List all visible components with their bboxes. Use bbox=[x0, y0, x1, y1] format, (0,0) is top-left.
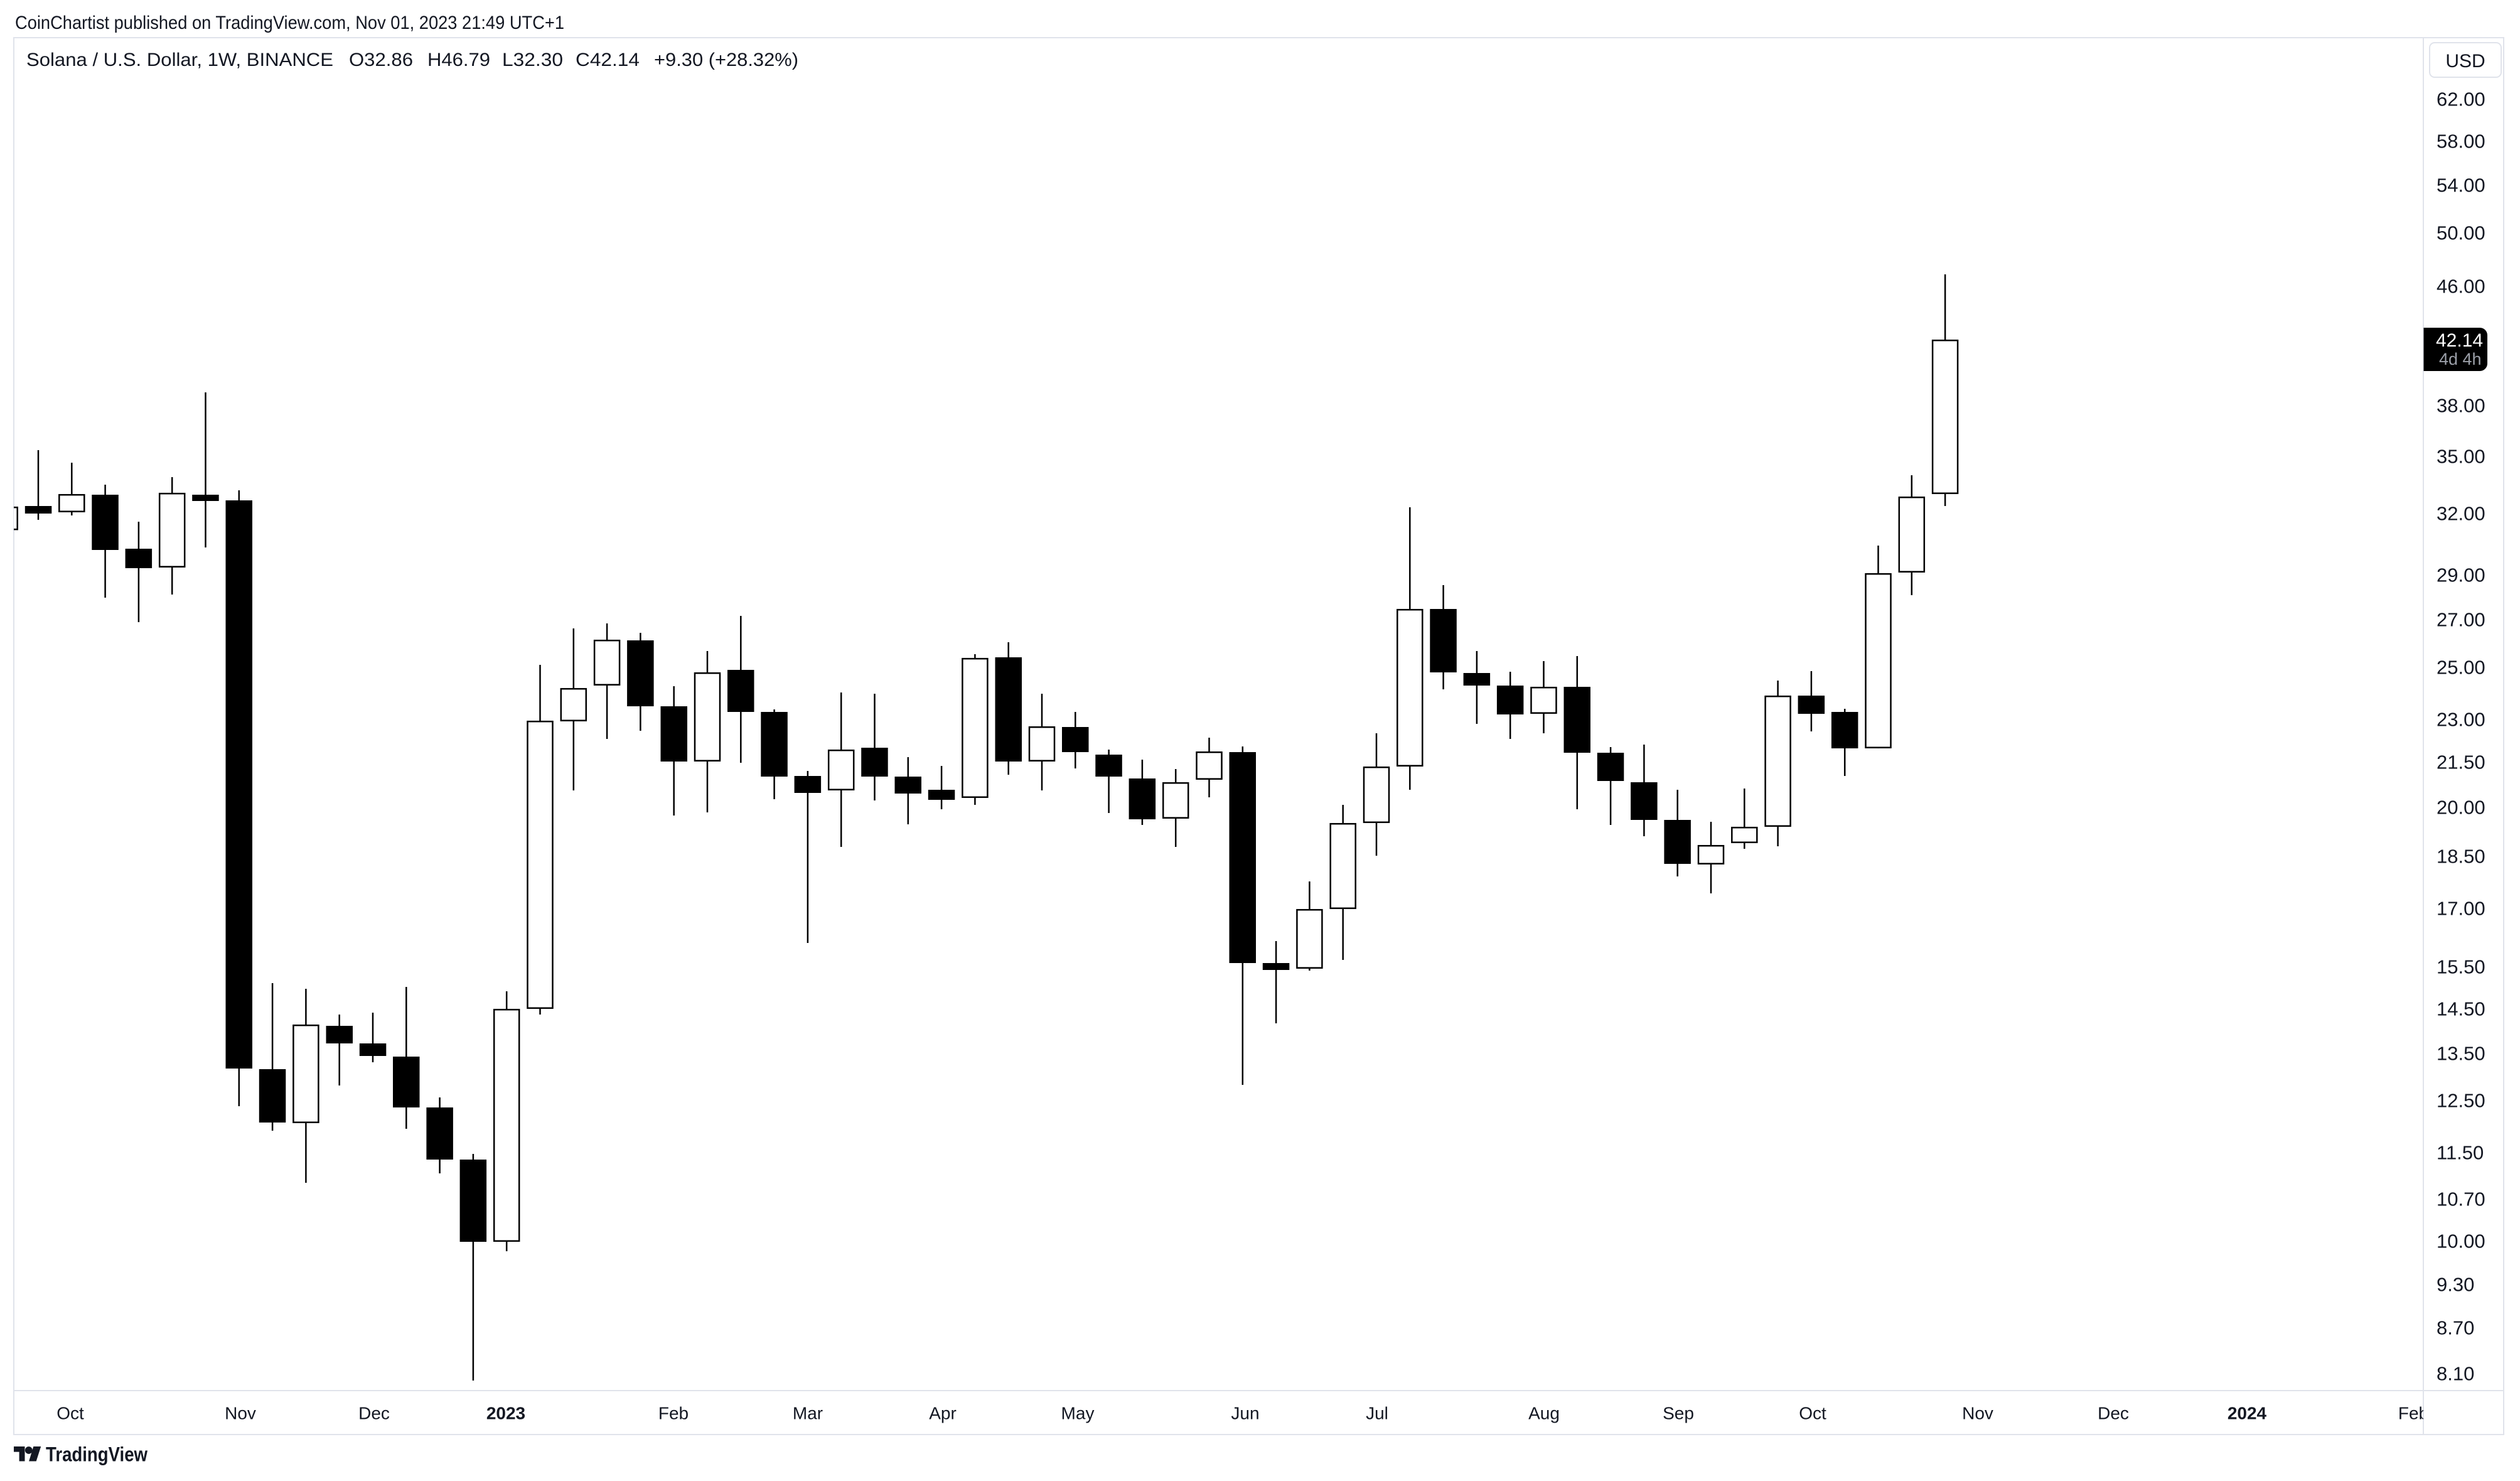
svg-text:L32.30: L32.30 bbox=[502, 50, 563, 70]
svg-text:Oct: Oct bbox=[56, 1404, 84, 1423]
svg-text:USD: USD bbox=[2445, 51, 2485, 72]
svg-text:8.70: 8.70 bbox=[2437, 1317, 2474, 1338]
svg-text:54.00: 54.00 bbox=[2437, 174, 2485, 196]
svg-text:14.50: 14.50 bbox=[2437, 998, 2485, 1020]
svg-text:2024: 2024 bbox=[2228, 1404, 2267, 1423]
svg-text:12.50: 12.50 bbox=[2437, 1089, 2485, 1111]
svg-text:11.50: 11.50 bbox=[2437, 1141, 2484, 1163]
svg-text:CoinChartist published on Trad: CoinChartist published on TradingView.co… bbox=[15, 13, 564, 33]
svg-text:Jul: Jul bbox=[1366, 1404, 1388, 1423]
svg-text:42.14: 42.14 bbox=[2436, 330, 2483, 351]
svg-text:Aug: Aug bbox=[1528, 1404, 1560, 1423]
svg-text:38.00: 38.00 bbox=[2437, 394, 2485, 416]
svg-text:20.00: 20.00 bbox=[2437, 796, 2485, 818]
svg-text:21.50: 21.50 bbox=[2437, 751, 2485, 773]
svg-text:10.70: 10.70 bbox=[2437, 1188, 2485, 1210]
svg-text:32.00: 32.00 bbox=[2437, 502, 2485, 524]
svg-text:4d 4h: 4d 4h bbox=[2439, 350, 2482, 369]
svg-text:Dec: Dec bbox=[2098, 1404, 2129, 1423]
svg-text:Mar: Mar bbox=[793, 1404, 823, 1423]
svg-text:9.30: 9.30 bbox=[2437, 1273, 2474, 1295]
svg-text:13.50: 13.50 bbox=[2437, 1042, 2485, 1064]
svg-text:2023: 2023 bbox=[486, 1404, 525, 1423]
svg-text:50.00: 50.00 bbox=[2437, 222, 2485, 244]
svg-text:23.00: 23.00 bbox=[2437, 708, 2485, 730]
svg-text:Dec: Dec bbox=[358, 1404, 390, 1423]
svg-text:Oct: Oct bbox=[1799, 1404, 1826, 1423]
svg-text:27.00: 27.00 bbox=[2437, 608, 2485, 630]
svg-text:Nov: Nov bbox=[1962, 1404, 1993, 1423]
svg-text:10.00: 10.00 bbox=[2437, 1230, 2485, 1252]
svg-text:Apr: Apr bbox=[929, 1404, 957, 1423]
svg-text:Feb: Feb bbox=[2398, 1404, 2428, 1423]
svg-text:C42.14: C42.14 bbox=[576, 50, 640, 70]
svg-text:Sep: Sep bbox=[1663, 1404, 1694, 1423]
svg-text:H46.79: H46.79 bbox=[427, 50, 490, 70]
svg-text:8.10: 8.10 bbox=[2437, 1362, 2474, 1384]
svg-text:46.00: 46.00 bbox=[2437, 275, 2485, 297]
svg-text:25.00: 25.00 bbox=[2437, 656, 2485, 678]
svg-text:Solana / U.S. Dollar, 1W, BINA: Solana / U.S. Dollar, 1W, BINANCE bbox=[26, 50, 333, 70]
svg-text:Jun: Jun bbox=[1231, 1404, 1259, 1423]
svg-text:29.00: 29.00 bbox=[2437, 564, 2485, 586]
svg-text:15.50: 15.50 bbox=[2437, 956, 2485, 977]
svg-text:18.50: 18.50 bbox=[2437, 845, 2485, 867]
svg-text:Nov: Nov bbox=[225, 1404, 256, 1423]
svg-text:Feb: Feb bbox=[658, 1404, 689, 1423]
svg-text:O32.86: O32.86 bbox=[349, 50, 413, 70]
svg-text:35.00: 35.00 bbox=[2437, 445, 2485, 467]
svg-text:58.00: 58.00 bbox=[2437, 130, 2485, 152]
svg-text:+9.30 (+28.32%): +9.30 (+28.32%) bbox=[654, 50, 798, 70]
svg-text:62.00: 62.00 bbox=[2437, 88, 2485, 110]
svg-text:May: May bbox=[1061, 1404, 1095, 1423]
svg-text:17.00: 17.00 bbox=[2437, 897, 2485, 919]
svg-text:TradingView: TradingView bbox=[46, 1443, 147, 1466]
